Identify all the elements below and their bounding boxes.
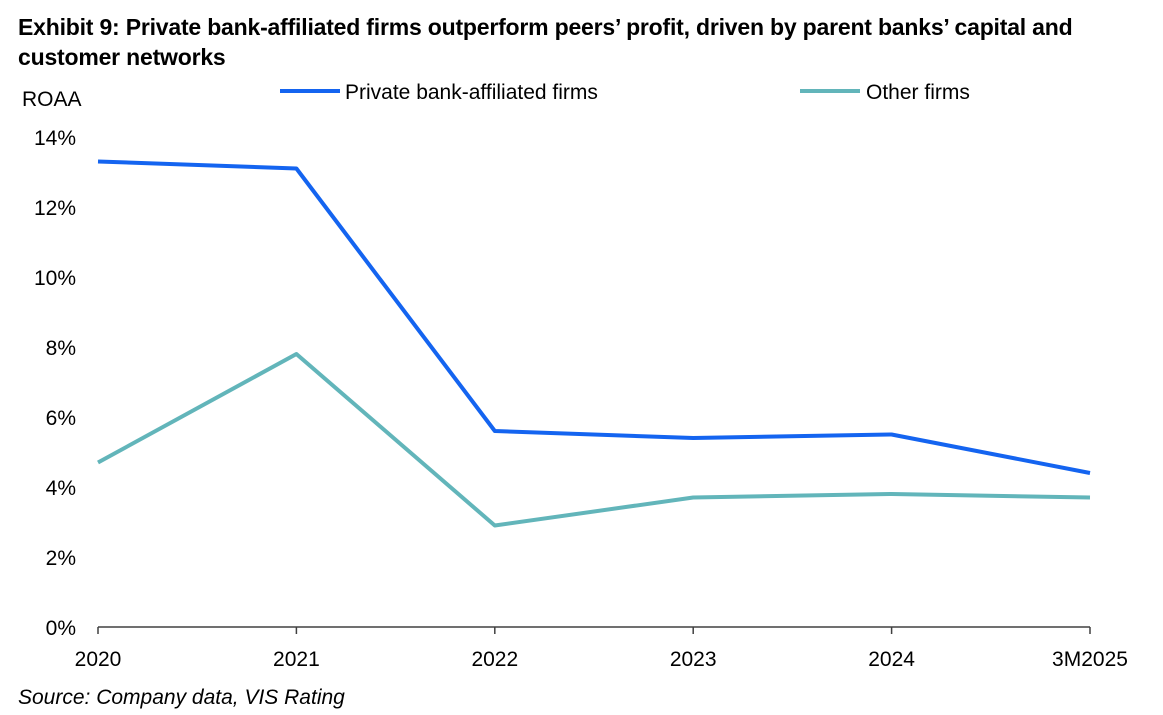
y-tick-label: 10%: [34, 267, 76, 290]
y-tick-label: 6%: [46, 407, 76, 430]
x-tick-label: 2022: [471, 648, 518, 671]
y-tick-label: 8%: [46, 337, 76, 360]
x-tick-label: 2021: [273, 648, 320, 671]
legend-label: Private bank-affiliated firms: [345, 81, 598, 104]
y-tick-label: 12%: [34, 197, 76, 220]
y-tick-label: 0%: [46, 617, 76, 640]
source-note: Source: Company data, VIS Rating: [18, 686, 345, 709]
legend-label: Other firms: [866, 81, 970, 104]
y-tick-label: 2%: [46, 547, 76, 570]
y-tick-label: 4%: [46, 477, 76, 500]
y-tick-label: 14%: [34, 127, 76, 150]
x-tick-label: 2023: [670, 648, 717, 671]
x-tick-label: 2024: [868, 648, 915, 671]
x-tick-label: 3M2025: [1052, 648, 1128, 671]
series-line-private-bank-affiliated: [97, 159, 1091, 475]
series-line-other-firms: [97, 352, 1091, 528]
chart-title: Exhibit 9: Private bank-affiliated firms…: [18, 14, 1073, 70]
y-axis-title: ROAA: [22, 88, 82, 111]
x-tick-label: 2020: [75, 648, 122, 671]
